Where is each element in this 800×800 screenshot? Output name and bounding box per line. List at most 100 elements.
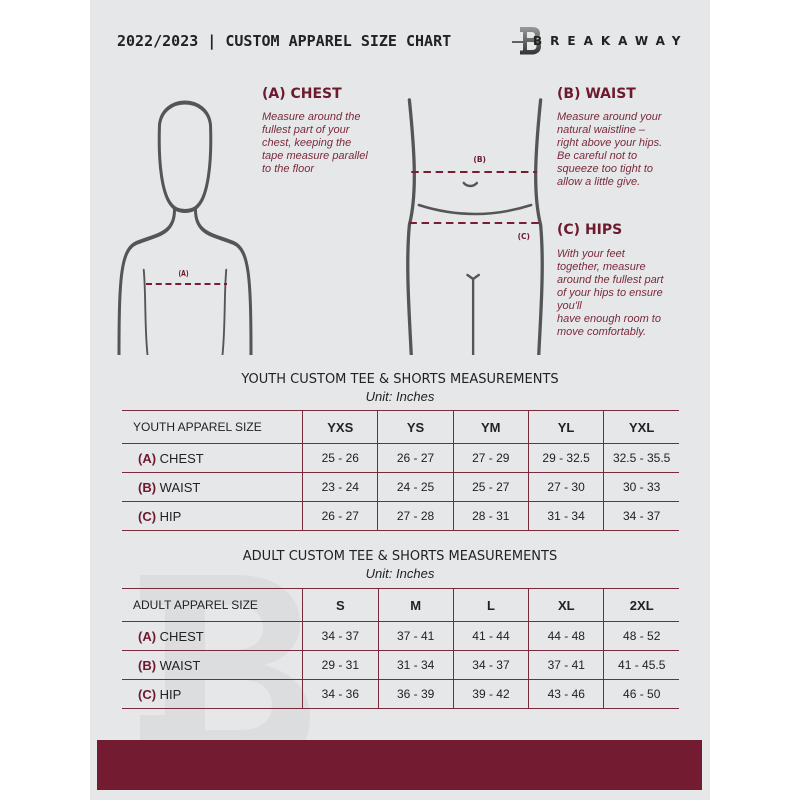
table-row: (B) WAIST 29 - 31 31 - 34 34 - 37 37 - 41 41 …	[122, 650, 679, 680]
measurement-value: 24 - 25	[377, 472, 454, 502]
measurement-value: 34 - 37	[603, 501, 679, 531]
measurement-label: (A) CHEST	[122, 621, 303, 651]
text-line: you'll	[557, 300, 582, 312]
measurement-name: CHEST	[159, 450, 204, 466]
upper-body-figure: (A)	[117, 100, 253, 355]
measurement-value: 34 - 37	[302, 621, 378, 651]
text-line: have enough room to	[557, 313, 661, 325]
measurement-code: (B)	[138, 479, 157, 495]
chest-marker: (A)	[178, 268, 188, 278]
youth-table-title: YOUTH CUSTOM TEE & SHORTS MEASUREMENTS	[241, 372, 559, 387]
text-line: allow a little give.	[557, 176, 641, 188]
measurement-code: (B)	[138, 657, 157, 673]
torso-figure: (B) (C)	[406, 98, 544, 355]
text-line: right above your hips.	[557, 137, 663, 149]
size-label-header: YOUTH APPAREL SIZE	[122, 410, 303, 444]
measurement-value: 27 - 28	[377, 501, 454, 531]
text-line: With your feet	[557, 248, 625, 260]
hips-instructions: With your feet together, measure around …	[557, 248, 663, 339]
table-row: (A) CHEST 34 - 37 37 - 41 41 - 44 44 - 48 48 …	[122, 621, 679, 651]
youth-size-table: YOUTH APPAREL SIZE YXS YS YM YL YXL (A) CHEST 2…	[122, 410, 679, 531]
text-line: Be careful not to	[557, 150, 638, 162]
adult-unit-label: Unit: Inches	[365, 566, 435, 581]
measurement-value: 43 - 46	[528, 679, 604, 709]
size-chart-page: 2022/2023 | CUSTOM APPAREL SIZE CHART BR…	[90, 0, 710, 800]
measurement-label: (A) CHEST	[122, 443, 303, 473]
measurement-value: 25 - 26	[302, 443, 378, 473]
text-line: fullest part of your	[262, 124, 350, 136]
measurement-name: WAIST	[159, 479, 201, 495]
measurement-value: 41 - 44	[452, 621, 529, 651]
hips-heading: (C) HIPS	[557, 222, 623, 238]
measurement-name: WAIST	[159, 657, 201, 673]
measurement-value: 25 - 27	[452, 472, 529, 502]
table-header-row: YOUTH APPAREL SIZE YXS YS YM YL YXL	[122, 410, 679, 444]
measurement-value: 28 - 31	[452, 501, 529, 531]
page-title: 2022/2023 | CUSTOM APPAREL SIZE CHART	[117, 32, 452, 50]
chest-heading: (A) CHEST	[262, 86, 342, 102]
hips-marker: (C)	[518, 232, 530, 241]
text-line: move comfortably.	[557, 326, 647, 338]
measurement-value: 39 - 42	[452, 679, 529, 709]
text-line: natural waistline –	[557, 124, 646, 136]
table-row: (C) HIP 34 - 36 36 - 39 39 - 42 43 - 46 46 - …	[122, 679, 679, 709]
text-line: tape measure parallel	[262, 150, 368, 162]
table-row: (A) CHEST 25 - 26 26 - 27 27 - 29 29 - 32.5 3…	[122, 443, 679, 473]
measurement-value: 27 - 29	[452, 443, 529, 473]
measurement-value: 34 - 36	[302, 679, 378, 709]
size-header: 2XL	[603, 588, 679, 622]
size-header: YM	[452, 410, 529, 444]
text-line: Measure around the	[262, 111, 361, 123]
measurement-value: 37 - 41	[528, 650, 604, 680]
measurement-value: 32.5 - 35.5	[603, 443, 679, 473]
table-row: (C) HIP 26 - 27 27 - 28 28 - 31 31 - 34 34 - …	[122, 501, 679, 531]
measurement-value: 23 - 24	[302, 472, 378, 502]
measurement-code: (C)	[138, 508, 157, 524]
measurement-label: (C) HIP	[122, 501, 303, 531]
chest-instructions: Measure around the fullest part of your …	[262, 111, 368, 176]
footer-band	[97, 740, 702, 790]
breakaway-logo-icon	[512, 27, 541, 55]
text-line: Measure around your	[557, 111, 662, 123]
adult-size-table: ADULT APPAREL SIZE S M L XL 2XL (A) CHEST 34 - …	[122, 588, 679, 709]
measurement-value: 27 - 30	[527, 472, 604, 502]
measurement-value: 48 - 52	[603, 621, 679, 651]
size-header: YL	[527, 410, 604, 444]
size-header: M	[377, 588, 454, 622]
size-header: S	[302, 588, 378, 622]
measurement-value: 30 - 33	[603, 472, 679, 502]
measurement-value: 37 - 41	[377, 621, 454, 651]
adult-table-title: ADULT CUSTOM TEE & SHORTS MEASUREMENTS	[242, 549, 558, 564]
measurement-value: 31 - 34	[527, 501, 604, 531]
measurement-value: 44 - 48	[528, 621, 604, 651]
waist-instructions: Measure around your natural waistline – …	[557, 111, 662, 189]
measurement-code: (A)	[138, 450, 157, 466]
text-line: of your hips to ensure	[557, 287, 663, 299]
measurement-name: HIP	[159, 686, 182, 702]
measurement-label: (B) WAIST	[122, 472, 303, 502]
measurement-value: 34 - 37	[452, 650, 529, 680]
waist-heading: (B) WAIST	[557, 86, 636, 102]
measurement-value: 29 - 32.5	[527, 443, 604, 473]
measurement-name: HIP	[159, 508, 182, 524]
youth-unit-label: Unit: Inches	[365, 389, 435, 404]
text-line: around the fullest part	[557, 274, 664, 286]
measurement-code: (C)	[138, 686, 157, 702]
measurement-value: 36 - 39	[377, 679, 454, 709]
measurement-label: (B) WAIST	[122, 650, 303, 680]
text-line: squeeze too tight to	[557, 163, 654, 175]
measurement-value: 26 - 27	[377, 443, 454, 473]
size-header: XL	[528, 588, 604, 622]
size-label-header: ADULT APPAREL SIZE	[122, 588, 303, 622]
text-line: to the floor	[262, 163, 314, 175]
text-line: together, measure	[557, 261, 646, 273]
measurement-name: CHEST	[159, 628, 204, 644]
text-line: chest, keeping the	[262, 137, 352, 149]
measurement-value: 29 - 31	[302, 650, 378, 680]
size-header: YS	[377, 410, 454, 444]
measurement-value: 26 - 27	[302, 501, 378, 531]
measurement-label: (C) HIP	[122, 679, 303, 709]
measurement-value: 31 - 34	[377, 650, 454, 680]
table-row: (B) WAIST 23 - 24 24 - 25 25 - 27 27 - 30 30 …	[122, 472, 679, 502]
table-header-row: ADULT APPAREL SIZE S M L XL 2XL	[122, 588, 679, 622]
